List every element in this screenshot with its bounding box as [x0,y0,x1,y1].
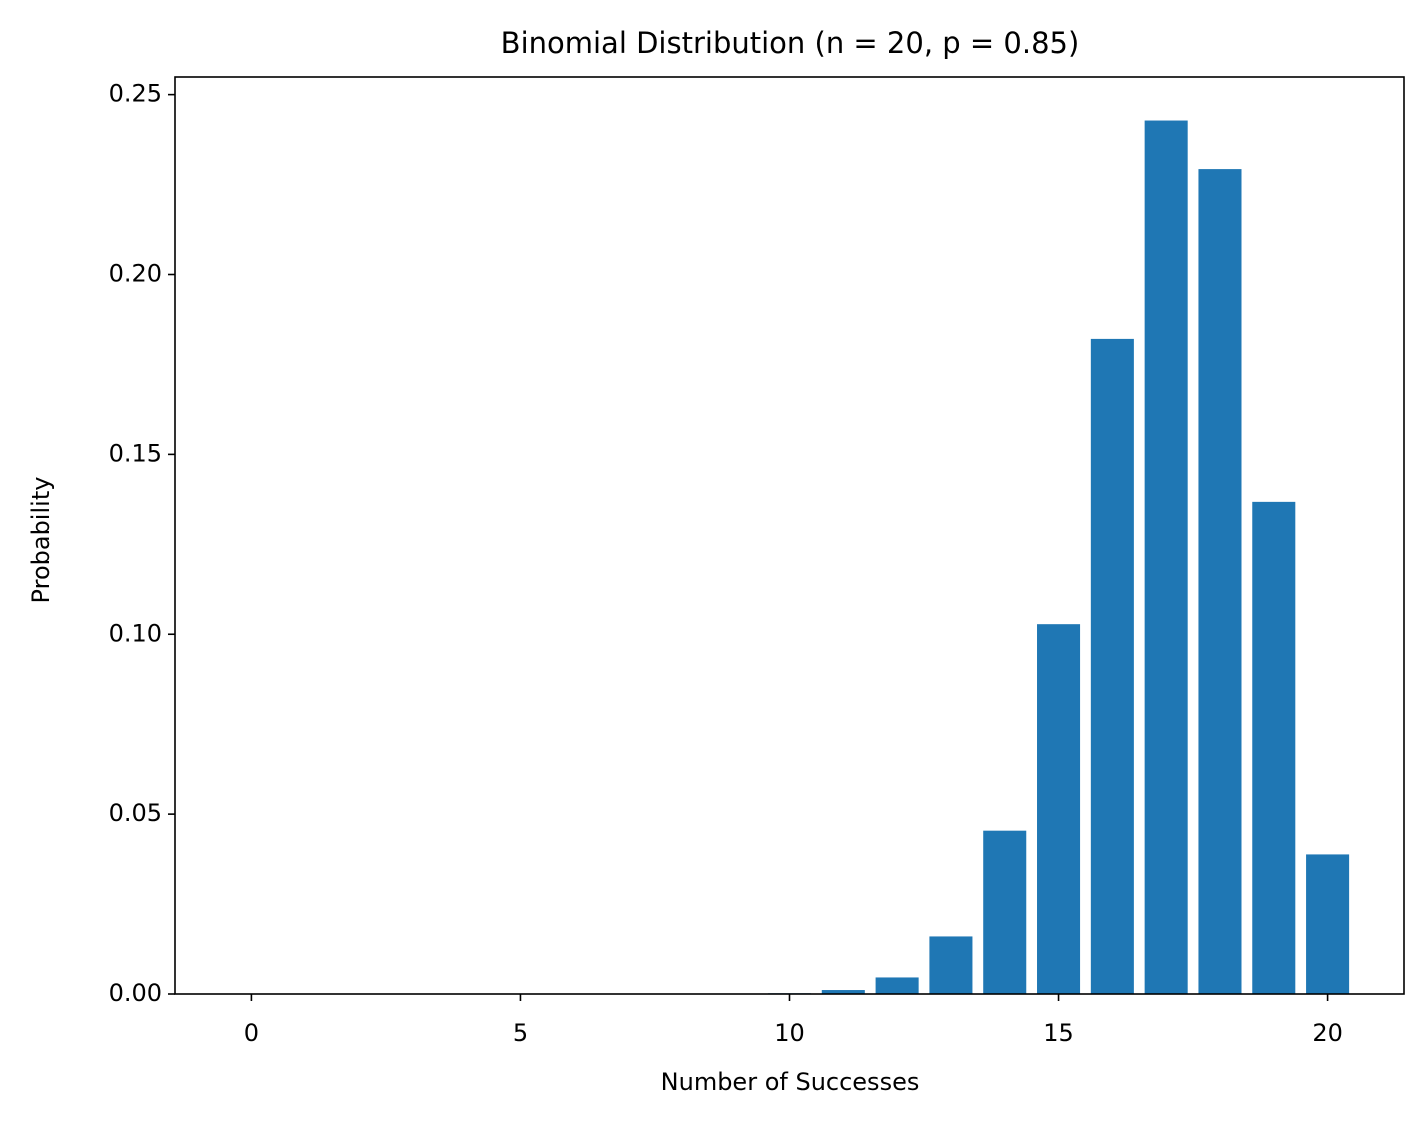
x-tick-label: 5 [513,1019,528,1047]
y-tick-label: 0.10 [109,619,162,647]
bar [983,830,1027,994]
chart-title: Binomial Distribution (n = 20, p = 0.85) [501,26,1080,60]
bar [1090,338,1134,994]
bar [1306,854,1350,994]
y-tick-label: 0.15 [109,439,162,467]
y-tick-label: 0.05 [109,799,162,827]
x-tick-label: 10 [774,1019,805,1047]
bar [875,977,919,994]
bar [1252,501,1296,994]
x-tick-label: 0 [244,1019,259,1047]
bar [821,990,865,994]
y-tick-label: 0.25 [109,80,162,108]
x-tick-label: 20 [1312,1019,1343,1047]
bar [929,936,973,994]
y-tick-label: 0.00 [109,979,162,1007]
bar [1144,120,1188,995]
x-axis-label: Number of Successes [661,1068,920,1096]
plot-frame [174,76,1405,995]
y-axis-label: Probability [27,477,55,604]
y-tick-label: 0.20 [109,260,162,288]
x-tick-label: 15 [1043,1019,1074,1047]
bar [1037,624,1081,994]
bar [1198,169,1242,995]
